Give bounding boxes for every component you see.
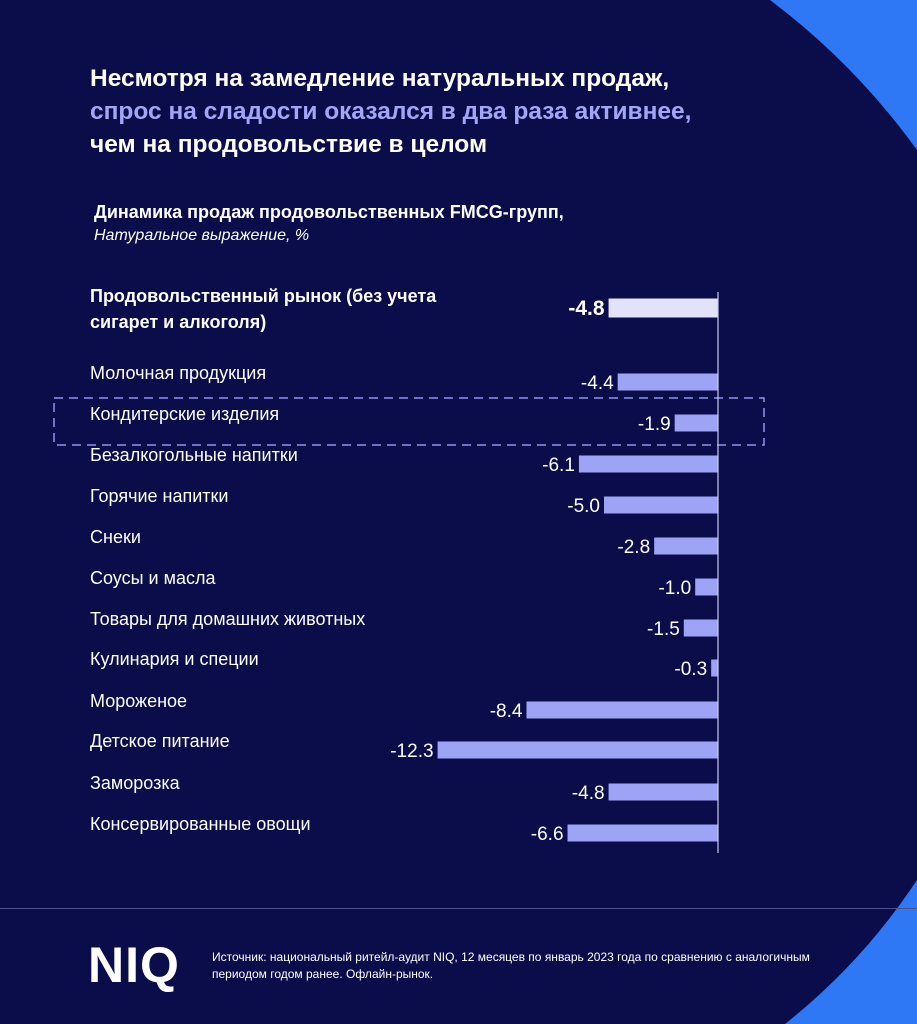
footer-divider bbox=[0, 908, 917, 909]
bar bbox=[608, 783, 718, 801]
value-label: -6.6 bbox=[531, 824, 564, 845]
value-label: -5.0 bbox=[567, 496, 600, 517]
bar bbox=[437, 741, 718, 759]
bar bbox=[578, 455, 718, 473]
chart-title: Динамика продаж продовольственных FMCG-г… bbox=[94, 202, 564, 222]
category-label: Мороженое bbox=[90, 691, 187, 711]
value-label: -4.4 bbox=[581, 373, 614, 394]
headline-line-2: спрос на сладости оказался в два раза ак… bbox=[90, 98, 692, 125]
value-label: -8.4 bbox=[490, 701, 523, 722]
category-label: Безалкогольные напитки bbox=[90, 445, 298, 465]
category-label: Горячие напитки bbox=[90, 486, 228, 506]
value-label: -6.1 bbox=[542, 455, 575, 476]
category-label: Заморозка bbox=[90, 773, 181, 793]
value-label: -1.9 bbox=[638, 414, 671, 435]
category-label: Консервированные овощи bbox=[90, 814, 311, 834]
top-right-corner-shape bbox=[770, 0, 917, 150]
bar bbox=[617, 373, 718, 391]
value-label: -1.5 bbox=[647, 619, 680, 640]
highlight-box bbox=[53, 397, 765, 446]
value-label: -1.0 bbox=[658, 578, 691, 599]
category-label: Кулинария и специи bbox=[90, 649, 259, 669]
value-label: -4.8 bbox=[572, 783, 605, 804]
value-label: -2.8 bbox=[617, 537, 650, 558]
category-label: Кондитерские изделия bbox=[90, 404, 279, 424]
bar bbox=[683, 619, 718, 637]
headline: Несмотря на замедление натуральных прода… bbox=[90, 62, 880, 161]
headline-line-3: чем на продовольствие в целом bbox=[90, 131, 488, 158]
headline-line-1: Несмотря на замедление натуральных прода… bbox=[90, 65, 670, 92]
bar bbox=[604, 496, 718, 514]
niq-logo: NIQ bbox=[88, 937, 180, 993]
bar bbox=[674, 414, 718, 432]
bar-total bbox=[608, 298, 718, 318]
bar bbox=[695, 578, 718, 596]
chart-subtitle: Натуральное выражение, % bbox=[94, 227, 310, 244]
category-label: Товары для домашних животных bbox=[90, 609, 365, 629]
source-note: Источник: национальный ритейл-аудит NIQ,… bbox=[212, 950, 810, 981]
category-label: Детское питание bbox=[90, 731, 230, 751]
category-label: Соусы и масла bbox=[90, 568, 216, 588]
value-label: -4.8 bbox=[568, 297, 605, 320]
value-label: -12.3 bbox=[390, 741, 433, 762]
value-label: -0.3 bbox=[674, 659, 707, 680]
category-label: Продовольственный рынок (без учета сигаре… bbox=[90, 286, 437, 332]
category-label: Снеки bbox=[90, 527, 141, 547]
bar bbox=[526, 701, 718, 719]
bar-chart: -4.8 Продовольственный рынок (без учета си… bbox=[53, 286, 765, 853]
bar bbox=[711, 659, 718, 677]
bar bbox=[567, 824, 718, 842]
category-label: Молочная продукция bbox=[90, 363, 266, 383]
bottom-right-corner-shape bbox=[785, 880, 917, 1024]
bar bbox=[654, 537, 718, 555]
